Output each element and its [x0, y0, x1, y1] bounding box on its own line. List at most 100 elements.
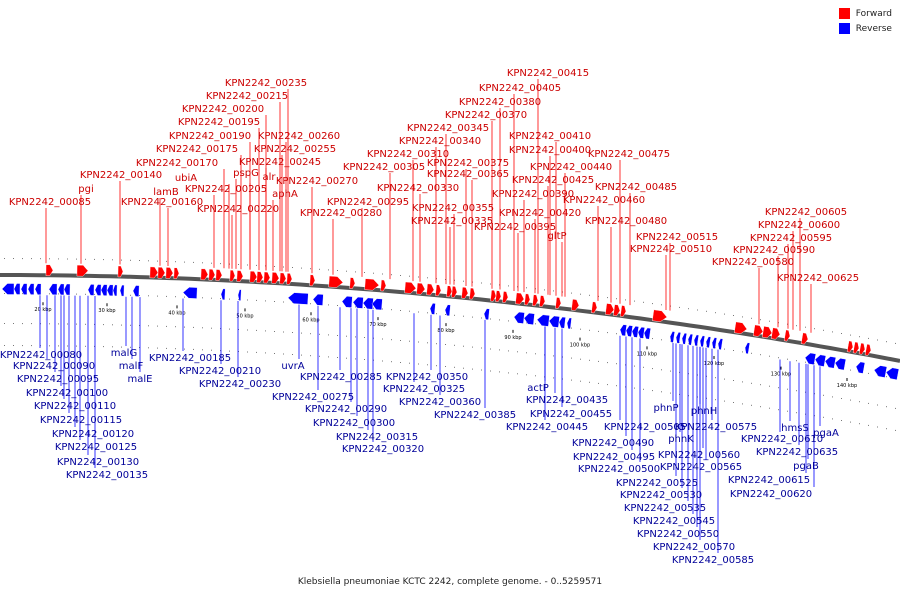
reverse-gene-label[interactable]: KPN2242_00615: [728, 475, 810, 486]
reverse-gene-43[interactable]: [693, 334, 700, 347]
reverse-gene-label[interactable]: KPN2242_00575: [675, 422, 757, 433]
forward-gene-2[interactable]: [76, 264, 89, 277]
reverse-gene-label[interactable]: KPN2242_00545: [633, 516, 715, 527]
forward-gene-1[interactable]: [45, 264, 54, 277]
reverse-gene-54[interactable]: [873, 365, 888, 378]
reverse-gene-label[interactable]: pgaB: [793, 461, 819, 472]
forward-gene-label[interactable]: aphA: [272, 189, 298, 200]
forward-gene-label[interactable]: KPN2242_00425: [512, 175, 594, 186]
forward-gene-label[interactable]: KPN2242_00175: [156, 144, 238, 155]
forward-gene-12[interactable]: [236, 270, 244, 282]
forward-gene-18[interactable]: [286, 273, 293, 285]
forward-gene-label[interactable]: KPN2242_00235: [225, 78, 307, 89]
forward-gene-43[interactable]: [613, 304, 621, 317]
reverse-gene-15[interactable]: [132, 285, 140, 297]
reverse-gene-label[interactable]: KPN2242_00285: [300, 372, 382, 383]
forward-gene-5[interactable]: [157, 266, 166, 279]
reverse-gene-12[interactable]: [106, 284, 114, 297]
reverse-gene-37[interactable]: [637, 326, 645, 339]
reverse-gene-label[interactable]: uvrA: [281, 361, 304, 372]
forward-gene-6[interactable]: [165, 267, 174, 279]
reverse-gene-48[interactable]: [744, 342, 751, 355]
reverse-gene-14[interactable]: [119, 284, 125, 297]
forward-gene-label[interactable]: alr: [262, 172, 276, 183]
reverse-gene-label[interactable]: KPN2242_00080: [0, 350, 82, 361]
reverse-gene-50[interactable]: [814, 354, 827, 367]
reverse-gene-39[interactable]: [669, 331, 675, 343]
reverse-gene-label[interactable]: KPN2242_00110: [34, 401, 116, 412]
forward-gene-label[interactable]: KPN2242_00200: [182, 104, 264, 115]
reverse-gene-1[interactable]: [1, 283, 15, 295]
forward-gene-13[interactable]: [249, 270, 258, 283]
forward-gene-label[interactable]: KPN2242_00375: [427, 158, 509, 169]
forward-gene-29[interactable]: [451, 285, 458, 298]
forward-gene-label[interactable]: KPN2242_00205: [185, 184, 267, 195]
forward-gene-46[interactable]: [733, 321, 748, 335]
forward-gene-label[interactable]: KPN2242_00600: [758, 220, 840, 231]
forward-gene-label[interactable]: KPN2242_00485: [595, 182, 677, 193]
reverse-gene-29[interactable]: [523, 312, 535, 325]
reverse-gene-label[interactable]: phnK: [668, 434, 694, 445]
reverse-gene-label[interactable]: KPN2242_00320: [342, 444, 424, 455]
reverse-gene-53[interactable]: [855, 361, 866, 374]
reverse-gene-7[interactable]: [57, 283, 65, 296]
forward-gene-label[interactable]: KPN2242_00380: [459, 97, 541, 108]
forward-gene-8[interactable]: [200, 268, 209, 281]
reverse-gene-31[interactable]: [548, 315, 560, 328]
reverse-gene-11[interactable]: [100, 284, 108, 296]
reverse-gene-label[interactable]: KPN2242_00275: [272, 392, 354, 403]
forward-gene-label[interactable]: KPN2242_00395: [474, 222, 556, 233]
forward-gene-label[interactable]: KPN2242_00370: [445, 110, 527, 121]
forward-gene-label[interactable]: KPN2242_00195: [178, 117, 260, 128]
forward-gene-label[interactable]: pgi: [78, 184, 93, 195]
forward-gene-label[interactable]: KPN2242_00410: [509, 131, 591, 142]
forward-gene-label[interactable]: KPN2242_00405: [479, 83, 561, 94]
reverse-gene-45[interactable]: [705, 336, 712, 349]
forward-gene-7[interactable]: [173, 267, 180, 280]
forward-gene-label[interactable]: KPN2242_00390: [492, 189, 574, 200]
forward-gene-label[interactable]: KPN2242_00260: [258, 131, 340, 142]
reverse-gene-label[interactable]: KPN2242_00550: [637, 529, 719, 540]
reverse-gene-label[interactable]: KPN2242_00610: [741, 434, 823, 445]
forward-gene-label[interactable]: KPN2242_00140: [80, 170, 162, 181]
reverse-gene-9[interactable]: [87, 284, 95, 296]
forward-gene-label[interactable]: KPN2242_00440: [530, 162, 612, 173]
reverse-gene-label[interactable]: KPN2242_00500: [578, 464, 660, 475]
reverse-gene-label[interactable]: KPN2242_00435: [526, 395, 608, 406]
reverse-gene-label[interactable]: KPN2242_00445: [506, 422, 588, 433]
reverse-gene-28[interactable]: [513, 311, 525, 324]
forward-gene-label[interactable]: KPN2242_00510: [630, 244, 712, 255]
forward-gene-54[interactable]: [858, 342, 866, 355]
reverse-gene-label[interactable]: KPN2242_00570: [653, 542, 735, 553]
forward-gene-44[interactable]: [620, 305, 627, 317]
forward-gene-34[interactable]: [502, 291, 509, 303]
forward-gene-30[interactable]: [461, 286, 469, 299]
reverse-gene-label[interactable]: malG: [111, 348, 137, 359]
reverse-gene-label[interactable]: KPN2242_00455: [530, 409, 612, 420]
reverse-gene-22[interactable]: [352, 296, 364, 309]
reverse-gene-label[interactable]: KPN2242_00090: [13, 361, 95, 372]
forward-gene-label[interactable]: KPN2242_00310: [367, 149, 449, 160]
forward-gene-3[interactable]: [117, 265, 124, 278]
forward-gene-24[interactable]: [404, 281, 417, 294]
reverse-gene-label[interactable]: hmsS: [781, 423, 809, 434]
forward-gene-label[interactable]: KPN2242_00355: [412, 203, 494, 214]
forward-gene-label[interactable]: KPN2242_00245: [239, 157, 321, 168]
forward-gene-50[interactable]: [783, 329, 791, 342]
forward-gene-33[interactable]: [495, 290, 502, 303]
forward-gene-label[interactable]: KPN2242_00415: [507, 68, 589, 79]
reverse-gene-51[interactable]: [824, 356, 837, 369]
reverse-gene-49[interactable]: [804, 352, 817, 365]
reverse-gene-17[interactable]: [220, 288, 226, 301]
reverse-gene-19[interactable]: [287, 292, 309, 305]
reverse-gene-label[interactable]: KPN2242_00095: [17, 374, 99, 385]
forward-gene-label[interactable]: KPN2242_00270: [276, 176, 358, 187]
reverse-gene-label[interactable]: KPN2242_00585: [672, 555, 754, 566]
forward-gene-38[interactable]: [539, 295, 546, 307]
reverse-gene-25[interactable]: [429, 303, 436, 315]
forward-gene-47[interactable]: [752, 324, 764, 337]
reverse-gene-33[interactable]: [566, 317, 572, 330]
reverse-gene-26[interactable]: [444, 304, 451, 317]
forward-gene-label[interactable]: KPN2242_00400: [509, 145, 591, 156]
reverse-gene-36[interactable]: [631, 325, 639, 338]
